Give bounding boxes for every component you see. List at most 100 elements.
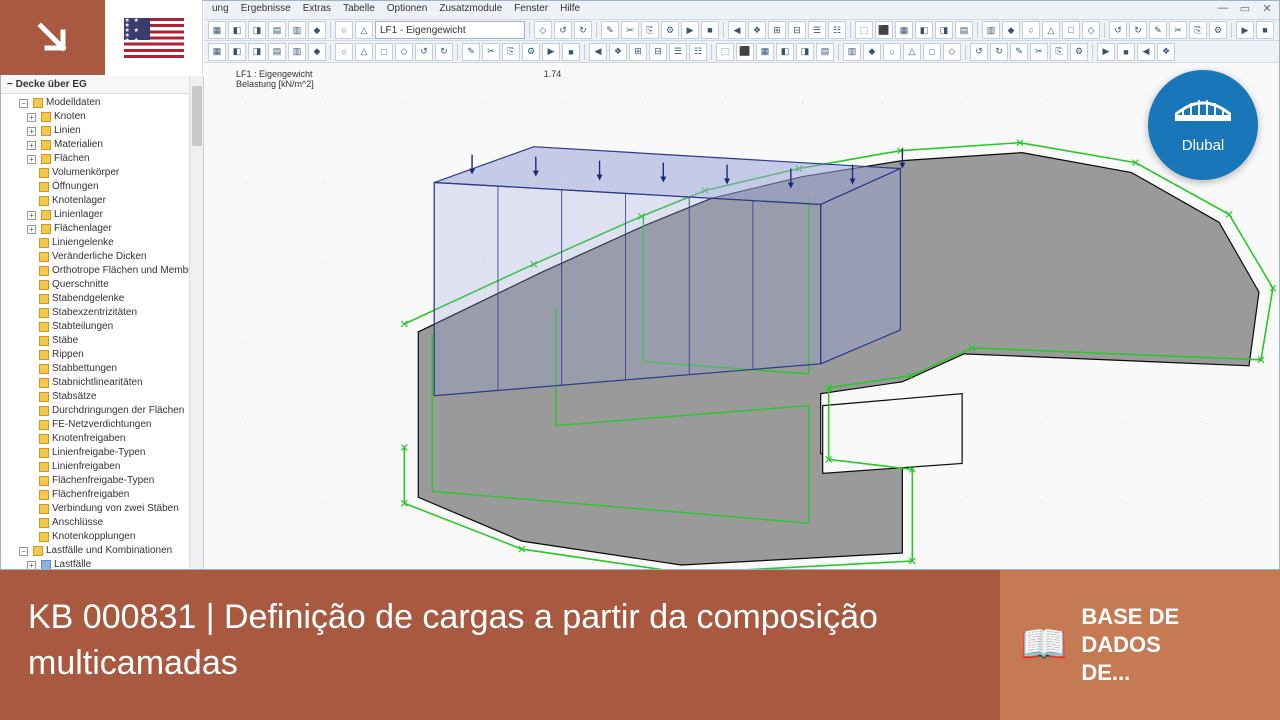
tree-item[interactable]: Querschnitte xyxy=(1,278,203,292)
toolbar-button[interactable]: ▶ xyxy=(1236,21,1254,39)
loadcase-selector[interactable]: LF1 - Eigengewicht xyxy=(375,21,525,39)
toolbar-button[interactable]: ▦ xyxy=(208,21,226,39)
tree-item[interactable]: Stabteilungen xyxy=(1,320,203,334)
toolbar-button[interactable]: ◧ xyxy=(915,21,933,39)
toolbar-button[interactable]: ▶ xyxy=(681,21,699,39)
toolbar-button[interactable]: ☰ xyxy=(669,43,687,61)
toolbar-button[interactable]: ❖ xyxy=(1157,43,1175,61)
toolbar-button[interactable]: ◀ xyxy=(589,43,607,61)
toolbar-button[interactable]: ◇ xyxy=(395,43,413,61)
toolbar-button[interactable]: ◀ xyxy=(728,21,746,39)
toolbar-button[interactable]: △ xyxy=(355,21,373,39)
tree-item[interactable]: Öffnungen xyxy=(1,180,203,194)
toolbar-button[interactable]: △ xyxy=(903,43,921,61)
toolbar-button[interactable]: ⚙ xyxy=(1070,43,1088,61)
toolbar-button[interactable]: ▥ xyxy=(843,43,861,61)
navigator-tree[interactable]: −Modelldaten+Knoten+Linien+Materialien+F… xyxy=(1,94,203,569)
toolbar-button[interactable]: ▥ xyxy=(288,43,306,61)
tree-item[interactable]: Stabnichtlinearitäten xyxy=(1,376,203,390)
tree-item[interactable]: Flächenfreigabe-Typen xyxy=(1,474,203,488)
maximize-button[interactable]: ▭ xyxy=(1237,2,1253,15)
toolbar-button[interactable]: ↻ xyxy=(1129,21,1147,39)
toolbar-button[interactable]: ↺ xyxy=(1109,21,1127,39)
tree-item[interactable]: Anschlüsse xyxy=(1,516,203,530)
toolbar-button[interactable]: ○ xyxy=(335,43,353,61)
toolbar-button[interactable]: ❖ xyxy=(609,43,627,61)
toolbar-button[interactable]: ⬚ xyxy=(855,21,873,39)
toolbar-button[interactable]: ⎘ xyxy=(1050,43,1068,61)
toolbar-button[interactable]: ▤ xyxy=(816,43,834,61)
menu-optionen[interactable]: Optionen xyxy=(387,3,428,17)
tree-item[interactable]: FE-Netzverdichtungen xyxy=(1,418,203,432)
tree-item[interactable]: Stabbettungen xyxy=(1,362,203,376)
toolbar-button[interactable]: ✎ xyxy=(601,21,619,39)
tree-item[interactable]: +Flächenlager xyxy=(1,222,203,236)
toolbar-button[interactable]: ✎ xyxy=(462,43,480,61)
toolbar-button[interactable]: ⚙ xyxy=(522,43,540,61)
toolbar-button[interactable]: ▥ xyxy=(982,21,1000,39)
menu-fenster[interactable]: Fenster xyxy=(514,3,548,17)
toolbar-button[interactable]: ▤ xyxy=(268,21,286,39)
toolbar-button[interactable]: ○ xyxy=(883,43,901,61)
toolbar-button[interactable]: △ xyxy=(355,43,373,61)
toolbar-button[interactable]: ▶ xyxy=(542,43,560,61)
toolbar-button[interactable]: ⚙ xyxy=(1209,21,1227,39)
tree-item[interactable]: Rippen xyxy=(1,348,203,362)
toolbar-button[interactable]: ↻ xyxy=(574,21,592,39)
toolbar-button[interactable]: ⊞ xyxy=(768,21,786,39)
menu-hilfe[interactable]: Hilfe xyxy=(560,3,580,17)
tree-item[interactable]: +Knoten xyxy=(1,110,203,124)
tree-item[interactable]: +Linienlager xyxy=(1,208,203,222)
tree-item[interactable]: −Lastfälle und Kombinationen xyxy=(1,544,203,558)
toolbar-button[interactable]: ◆ xyxy=(308,43,326,61)
toolbar-button[interactable]: ⬛ xyxy=(736,43,754,61)
tree-item[interactable]: Durchdringungen der Flächen xyxy=(1,404,203,418)
toolbar-button[interactable]: ⚙ xyxy=(661,21,679,39)
toolbar-button[interactable]: ◧ xyxy=(776,43,794,61)
tree-item[interactable]: Linienfreigaben xyxy=(1,460,203,474)
dlubal-logo-badge[interactable]: Dlubal xyxy=(1148,70,1258,180)
tree-item[interactable]: +Flächen xyxy=(1,152,203,166)
toolbar-button[interactable]: ⬛ xyxy=(875,21,893,39)
tree-item[interactable]: Stabexzentrizitäten xyxy=(1,306,203,320)
toolbar-button[interactable]: ▦ xyxy=(756,43,774,61)
toolbar-button[interactable]: ■ xyxy=(1117,43,1135,61)
tree-item[interactable]: Stabsätze xyxy=(1,390,203,404)
toolbar-button[interactable]: ▤ xyxy=(955,21,973,39)
toolbar-button[interactable]: ⎘ xyxy=(641,21,659,39)
toolbar-button[interactable]: ▦ xyxy=(895,21,913,39)
tree-item[interactable]: Volumenkörper xyxy=(1,166,203,180)
toolbar-button[interactable]: ✂ xyxy=(482,43,500,61)
toolbar-button[interactable]: ◨ xyxy=(248,21,266,39)
menu-ung[interactable]: ung xyxy=(212,3,229,17)
toolbar-button[interactable]: △ xyxy=(1042,21,1060,39)
toolbar-button[interactable]: ⊞ xyxy=(629,43,647,61)
toolbar-button[interactable]: ◧ xyxy=(228,43,246,61)
tree-item[interactable]: +Materialien xyxy=(1,138,203,152)
toolbar-button[interactable]: ⎘ xyxy=(1189,21,1207,39)
toolbar-button[interactable]: ◨ xyxy=(248,43,266,61)
toolbar-button[interactable]: ↻ xyxy=(990,43,1008,61)
toolbar-button[interactable]: ■ xyxy=(701,21,719,39)
language-flag[interactable]: ★ ★ ★★ ★ ★★ ★ ★★ ★ ★ xyxy=(105,0,203,75)
toolbar-button[interactable]: ✂ xyxy=(1169,21,1187,39)
toolbar-button[interactable]: ✂ xyxy=(1030,43,1048,61)
tree-item[interactable]: Knotenlager xyxy=(1,194,203,208)
toolbar-button[interactable]: ○ xyxy=(1022,21,1040,39)
toolbar-button[interactable]: ◆ xyxy=(308,21,326,39)
tree-scrollbar[interactable] xyxy=(189,76,203,569)
toolbar-button[interactable]: ☷ xyxy=(689,43,707,61)
toolbar-button[interactable]: ◧ xyxy=(228,21,246,39)
toolbar-button[interactable]: □ xyxy=(375,43,393,61)
menu-ergebnisse[interactable]: Ergebnisse xyxy=(241,3,291,17)
tree-item[interactable]: +Lastfälle xyxy=(1,558,203,569)
menu-zusatzmodule[interactable]: Zusatzmodule xyxy=(439,3,502,17)
toolbar-button[interactable]: ❖ xyxy=(748,21,766,39)
toolbar-button[interactable]: ⊟ xyxy=(649,43,667,61)
toolbar-button[interactable]: ↻ xyxy=(435,43,453,61)
toolbar-button[interactable]: ◨ xyxy=(796,43,814,61)
toolbar-button[interactable]: ◨ xyxy=(935,21,953,39)
tree-item[interactable]: Verbindung von zwei Stäben xyxy=(1,502,203,516)
toolbar-button[interactable]: ◇ xyxy=(1082,21,1100,39)
toolbar-button[interactable]: ○ xyxy=(335,21,353,39)
